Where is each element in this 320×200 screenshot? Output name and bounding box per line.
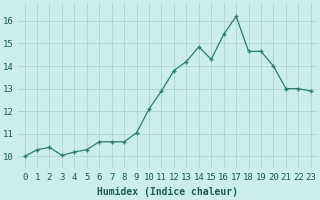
X-axis label: Humidex (Indice chaleur): Humidex (Indice chaleur) xyxy=(97,187,238,197)
